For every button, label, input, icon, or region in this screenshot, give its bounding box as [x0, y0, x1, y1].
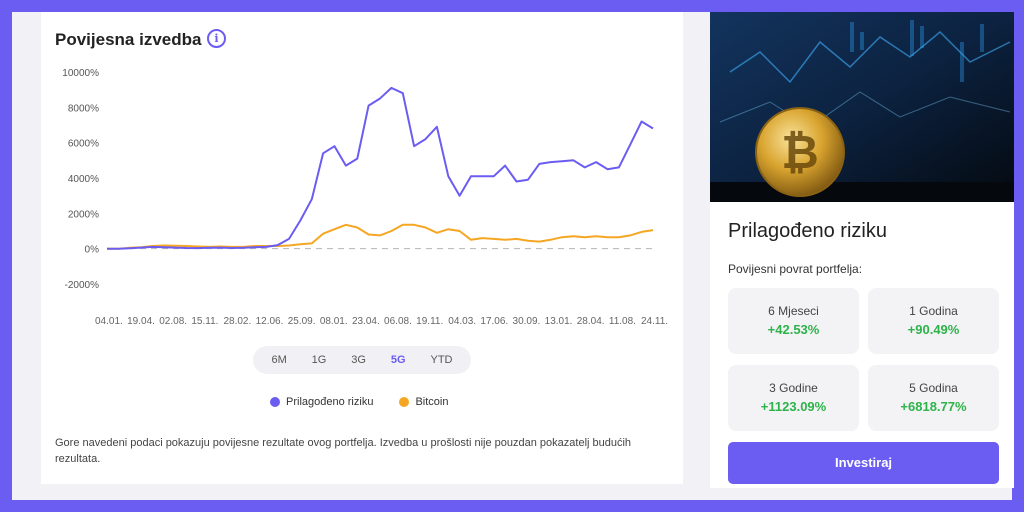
x-tick-label: 12.06.: [256, 316, 284, 327]
x-tick-label: 30.09.: [513, 316, 541, 327]
range-6m-button[interactable]: 6M: [271, 354, 287, 366]
stat-card-3y: 3 Godine +1123.09%: [728, 365, 859, 431]
stat-label: 5 Godina: [909, 381, 958, 395]
y-tick-label: 2000%: [68, 209, 99, 220]
legend-label-portfolio: Prilagođeno riziku: [286, 396, 374, 408]
bitcoin-coin-icon: [755, 107, 845, 197]
hero-image: ₿: [710, 12, 1014, 202]
x-tick-label: 13.01.: [545, 316, 573, 327]
x-tick-label: 02.08.: [159, 316, 187, 327]
chart-title: Povijesna izvedba: [55, 30, 202, 49]
legend-label-bitcoin: Bitcoin: [415, 396, 449, 408]
product-card: ₿ Prilagođeno riziku Povijesni povrat po…: [710, 12, 1014, 488]
x-tick-label: 28.02.: [223, 316, 251, 327]
svg-text:₿: ₿: [781, 125, 819, 179]
performance-chart: 10000% 8000% 6000% 4000% 2000% 0% -2000% 04.01.…: [62, 68, 668, 327]
x-tick-label: 17.06.: [480, 316, 508, 327]
stat-value: +1123.09%: [760, 399, 827, 414]
x-tick-label: 24.11.: [641, 316, 668, 327]
legend-swatch-bitcoin: [399, 397, 410, 407]
y-tick-label: 10000%: [62, 68, 99, 79]
x-tick-label: 23.04.: [352, 316, 380, 327]
range-5g-button[interactable]: 5G: [390, 354, 406, 366]
stat-value: +90.49%: [907, 322, 960, 337]
stat-label: 3 Godine: [769, 381, 818, 395]
y-tick-label: 4000%: [68, 174, 99, 185]
returns-heading: Povijesni povrat portfelja:: [728, 262, 863, 276]
y-tick-label: 8000%: [68, 103, 99, 114]
x-tick-label: 06.08.: [384, 316, 412, 327]
stat-value: +42.53%: [767, 322, 820, 337]
legend-swatch-portfolio: [270, 397, 280, 407]
range-1g-button[interactable]: 1G: [311, 354, 327, 366]
x-tick-label: 15.11.: [191, 316, 218, 327]
y-tick-label: 6000%: [68, 139, 99, 150]
performance-card: Povijesna izvedba i 10000% 8000% 6000% 4000…: [41, 12, 683, 484]
x-tick-label: 04.03.: [448, 316, 476, 327]
stat-label: 6 Mjeseci: [768, 304, 819, 318]
x-tick-label: 28.04.: [577, 316, 605, 327]
chart-legend: Prilagođeno riziku Bitcoin: [270, 396, 448, 408]
x-tick-label: 19.11.: [416, 316, 443, 327]
legend-item-bitcoin[interactable]: Bitcoin: [399, 396, 448, 408]
product-name: Prilagođeno riziku: [728, 220, 887, 242]
range-selector: 6M 1G 3G 5G YTD: [253, 346, 471, 374]
invest-button[interactable]: Investiraj: [728, 442, 999, 484]
stat-label: 1 Godina: [909, 304, 958, 318]
stat-card-6m: 6 Mjeseci +42.53%: [728, 288, 859, 354]
range-ytd-button[interactable]: YTD: [430, 354, 453, 366]
stat-card-5y: 5 Godina +6818.77%: [868, 365, 999, 431]
series-line-portfolio: [107, 86, 654, 250]
range-3g-button[interactable]: 3G: [351, 354, 366, 366]
x-tick-label: 19.04.: [127, 316, 155, 327]
series-line-bitcoin: [107, 223, 654, 250]
x-tick-label: 08.01.: [320, 316, 348, 327]
x-tick-label: 11.08.: [609, 316, 636, 327]
x-tick-label: 25.09.: [288, 316, 316, 327]
stat-value: +6818.77%: [900, 399, 967, 414]
y-tick-label: -2000%: [65, 280, 100, 291]
y-tick-label: 0%: [85, 245, 100, 256]
crypto-hero-illustration: ₿: [710, 12, 1014, 202]
x-tick-label: 04.01.: [95, 316, 123, 327]
info-icon[interactable]: i: [207, 29, 226, 48]
stat-card-1y: 1 Godina +90.49%: [868, 288, 999, 354]
legend-item-portfolio[interactable]: Prilagođeno riziku: [270, 396, 373, 408]
disclaimer-text: Gore navedeni podaci pokazuju povijesne …: [55, 437, 632, 465]
